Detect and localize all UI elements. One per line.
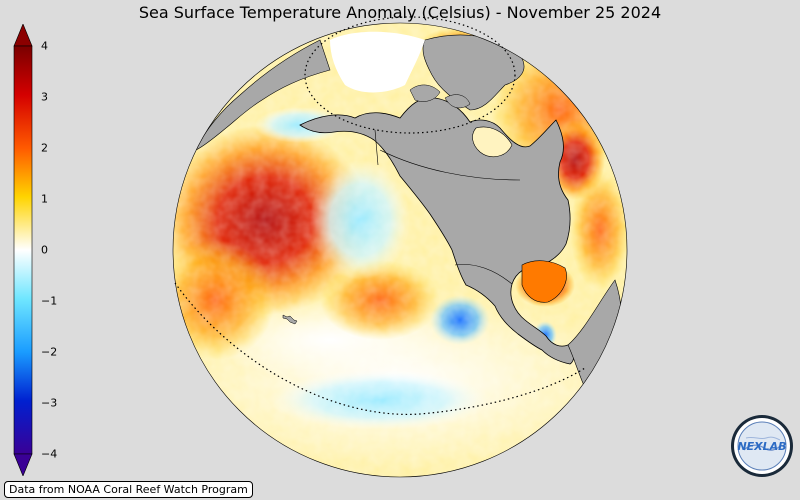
globe-surface [173,23,627,477]
globe-outline [172,22,628,478]
colorbar [13,24,33,476]
map-title: Sea Surface Temperature Anomaly (Celsius… [138,3,662,22]
logo-text: NEXLAB [737,440,786,453]
tick-label: −1 [41,294,58,308]
tick-label: −4 [41,447,58,461]
border-canada-us [379,149,521,181]
land-arctic-islands [444,94,471,109]
tick-label: −2 [41,345,58,359]
colorbar-min-arrow [13,453,33,476]
tick-label: 0 [41,243,48,257]
border-us-mexico [454,264,513,285]
data-credit: Data from NOAA Coral Reef Watch Program [4,481,253,498]
arctic-ice [330,31,425,93]
tick-label: 4 [41,39,48,53]
tick-label: 3 [41,90,48,104]
tick-label: −3 [41,396,58,410]
tick-label: 1 [41,192,48,206]
land-north-america [299,97,574,365]
land-hawaii [282,314,298,325]
gulf-of-mexico [521,260,567,303]
border-alaska [374,129,379,166]
equator-line [174,282,586,415]
tick-label: 2 [41,141,48,155]
nexlab-logo-icon: NEXLAB [731,415,793,477]
land-asia [195,39,331,151]
hudson-bay [472,126,513,158]
land-arctic-islands [409,84,441,102]
arctic-circle [304,16,516,134]
